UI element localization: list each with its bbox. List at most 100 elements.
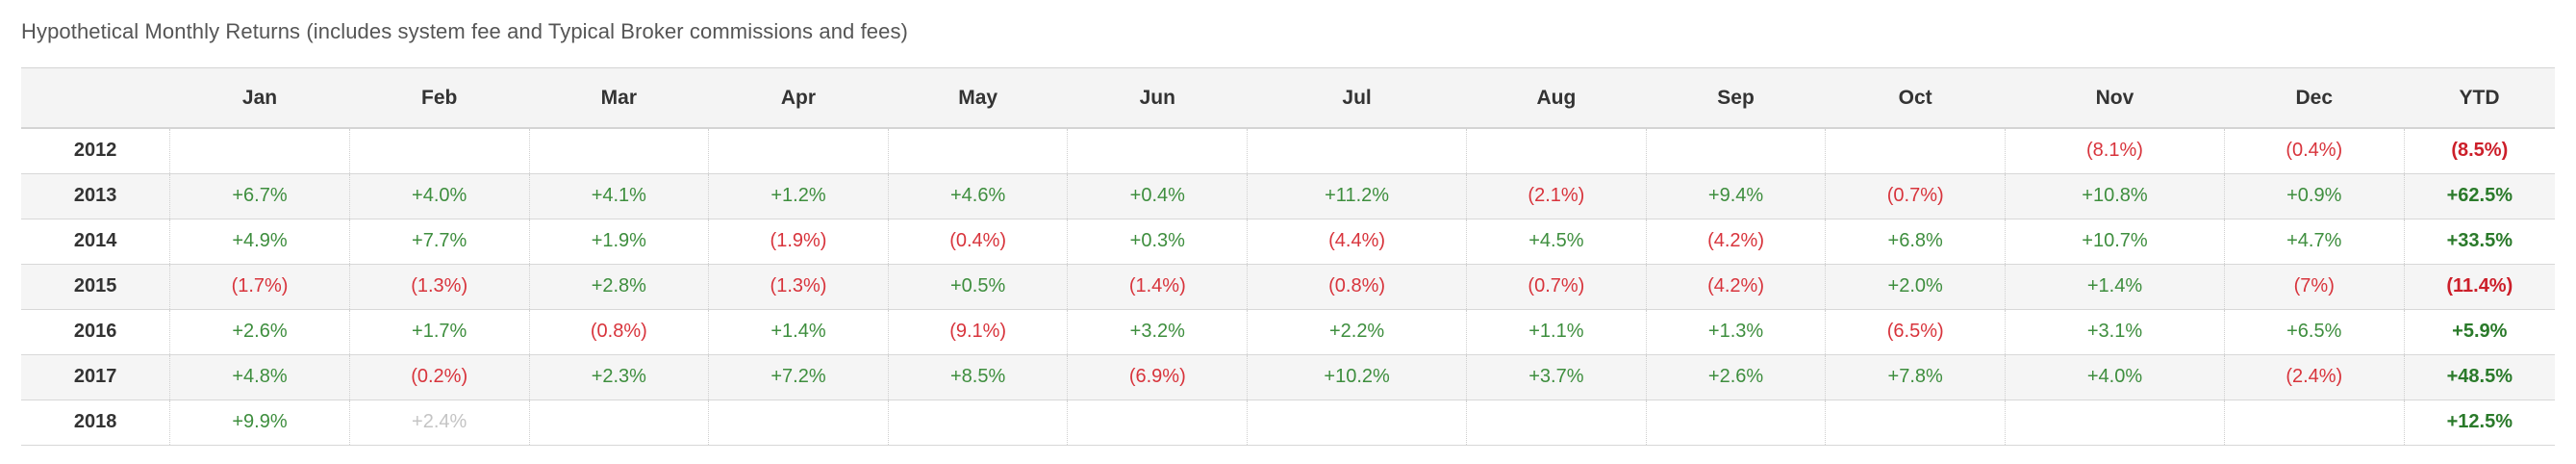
month-cell-jun: +3.2% bbox=[1067, 309, 1248, 355]
table-body: 2012 (8.1%) (0.4%) (8.5%) 2013 +6.7% +4.… bbox=[21, 128, 2555, 446]
month-cell-mar bbox=[528, 400, 709, 446]
month-cell-nov: +4.0% bbox=[2005, 354, 2225, 400]
month-cell-jan: +4.8% bbox=[169, 354, 350, 400]
header-cell-dec: Dec bbox=[2224, 67, 2405, 129]
month-cell-oct: (6.5%) bbox=[1825, 309, 2006, 355]
header-cell-mar: Mar bbox=[529, 67, 709, 129]
month-cell-apr: (1.9%) bbox=[708, 219, 889, 265]
header-cell-feb: Feb bbox=[349, 67, 529, 129]
month-cell-apr: +1.4% bbox=[708, 309, 889, 355]
month-cell-may: +4.6% bbox=[887, 173, 1068, 219]
year-cell: 2016 bbox=[21, 309, 170, 355]
month-cell-jan: (1.7%) bbox=[169, 264, 350, 310]
month-cell-aug: +3.7% bbox=[1466, 354, 1647, 400]
month-cell-may bbox=[887, 400, 1068, 446]
year-cell: 2013 bbox=[21, 173, 170, 219]
header-cell-sep: Sep bbox=[1646, 67, 1826, 129]
month-cell-feb: +4.0% bbox=[348, 173, 529, 219]
monthly-returns-table: Jan Feb Mar Apr May Jun Jul Aug Sep Oct … bbox=[21, 67, 2555, 446]
ytd-cell: +12.5% bbox=[2403, 400, 2555, 446]
month-cell-jun: (6.9%) bbox=[1067, 354, 1248, 400]
month-cell-oct: (0.7%) bbox=[1825, 173, 2006, 219]
ytd-cell: +62.5% bbox=[2403, 173, 2555, 219]
month-cell-sep bbox=[1645, 128, 1826, 174]
month-cell-dec: (2.4%) bbox=[2223, 354, 2405, 400]
month-cell-dec: +6.5% bbox=[2223, 309, 2405, 355]
month-cell-nov: (8.1%) bbox=[2005, 128, 2225, 174]
month-cell-feb: +1.7% bbox=[348, 309, 529, 355]
month-cell-jul bbox=[1247, 400, 1467, 446]
month-cell-nov: +3.1% bbox=[2005, 309, 2225, 355]
header-cell-year bbox=[21, 67, 170, 129]
month-cell-apr: +1.2% bbox=[708, 173, 889, 219]
ytd-cell: (8.5%) bbox=[2403, 128, 2555, 174]
ytd-cell: +5.9% bbox=[2403, 309, 2555, 355]
month-cell-sep: +1.3% bbox=[1645, 309, 1826, 355]
month-cell-oct: +7.8% bbox=[1825, 354, 2006, 400]
month-cell-jul bbox=[1247, 128, 1467, 174]
month-cell-aug: (2.1%) bbox=[1466, 173, 1647, 219]
table-row: 2015 (1.7%) (1.3%) +2.8% (1.3%) +0.5% (1… bbox=[21, 264, 2555, 310]
month-cell-oct: +6.8% bbox=[1825, 219, 2006, 265]
year-cell: 2017 bbox=[21, 354, 170, 400]
month-cell-dec: +4.7% bbox=[2223, 219, 2405, 265]
year-cell: 2015 bbox=[21, 264, 170, 310]
month-cell-mar: +2.8% bbox=[528, 264, 709, 310]
month-cell-oct bbox=[1825, 400, 2006, 446]
month-cell-apr: +7.2% bbox=[708, 354, 889, 400]
year-cell: 2018 bbox=[21, 400, 170, 446]
month-cell-sep bbox=[1645, 400, 1826, 446]
header-cell-aug: Aug bbox=[1466, 67, 1647, 129]
month-cell-feb: (0.2%) bbox=[348, 354, 529, 400]
table-row: 2017 +4.8% (0.2%) +2.3% +7.2% +8.5% (6.9… bbox=[21, 354, 2555, 400]
header-cell-jan: Jan bbox=[169, 67, 350, 129]
month-cell-feb bbox=[348, 128, 529, 174]
table-row: 2014 +4.9% +7.7% +1.9% (1.9%) (0.4%) +0.… bbox=[21, 219, 2555, 265]
month-cell-aug bbox=[1466, 400, 1647, 446]
month-cell-may: +0.5% bbox=[887, 264, 1068, 310]
month-cell-apr bbox=[708, 128, 889, 174]
month-cell-may bbox=[887, 128, 1068, 174]
month-cell-jul: (0.8%) bbox=[1247, 264, 1467, 310]
month-cell-jul: +10.2% bbox=[1247, 354, 1467, 400]
table-row: 2013 +6.7% +4.0% +4.1% +1.2% +4.6% +0.4%… bbox=[21, 173, 2555, 219]
month-cell-mar: +1.9% bbox=[528, 219, 709, 265]
month-cell-jun: +0.4% bbox=[1067, 173, 1248, 219]
month-cell-aug: (0.7%) bbox=[1466, 264, 1647, 310]
month-cell-nov: +1.4% bbox=[2005, 264, 2225, 310]
month-cell-apr bbox=[708, 400, 889, 446]
month-cell-may: +8.5% bbox=[887, 354, 1068, 400]
month-cell-dec: +0.9% bbox=[2223, 173, 2405, 219]
header-cell-jul: Jul bbox=[1247, 67, 1467, 129]
header-cell-ytd: YTD bbox=[2404, 67, 2555, 129]
month-cell-sep: (4.2%) bbox=[1645, 264, 1826, 310]
month-cell-sep: +9.4% bbox=[1645, 173, 1826, 219]
month-cell-sep: +2.6% bbox=[1645, 354, 1826, 400]
month-cell-jun bbox=[1067, 128, 1248, 174]
ytd-cell: +48.5% bbox=[2403, 354, 2555, 400]
month-cell-mar bbox=[528, 128, 709, 174]
month-cell-jan: +9.9% bbox=[169, 400, 350, 446]
month-cell-jun: +0.3% bbox=[1067, 219, 1248, 265]
month-cell-aug bbox=[1466, 128, 1647, 174]
month-cell-dec bbox=[2223, 400, 2405, 446]
month-cell-apr: (1.3%) bbox=[708, 264, 889, 310]
month-cell-oct bbox=[1825, 128, 2006, 174]
month-cell-jan: +2.6% bbox=[169, 309, 350, 355]
month-cell-jul: +2.2% bbox=[1247, 309, 1467, 355]
month-cell-jul: +11.2% bbox=[1247, 173, 1467, 219]
header-cell-may: May bbox=[888, 67, 1068, 129]
month-cell-jun: (1.4%) bbox=[1067, 264, 1248, 310]
month-cell-dec: (7%) bbox=[2223, 264, 2405, 310]
month-cell-may: (9.1%) bbox=[887, 309, 1068, 355]
header-cell-nov: Nov bbox=[2005, 67, 2225, 129]
month-cell-mar: +4.1% bbox=[528, 173, 709, 219]
header-cell-jun: Jun bbox=[1067, 67, 1248, 129]
month-cell-mar: (0.8%) bbox=[528, 309, 709, 355]
header-cell-oct: Oct bbox=[1825, 67, 2006, 129]
table-caption: Hypothetical Monthly Returns (includes s… bbox=[21, 19, 908, 43]
table-row: 2012 (8.1%) (0.4%) (8.5%) bbox=[21, 128, 2555, 174]
month-cell-jul: (4.4%) bbox=[1247, 219, 1467, 265]
month-cell-feb: +2.4% bbox=[348, 400, 529, 446]
month-cell-sep: (4.2%) bbox=[1645, 219, 1826, 265]
